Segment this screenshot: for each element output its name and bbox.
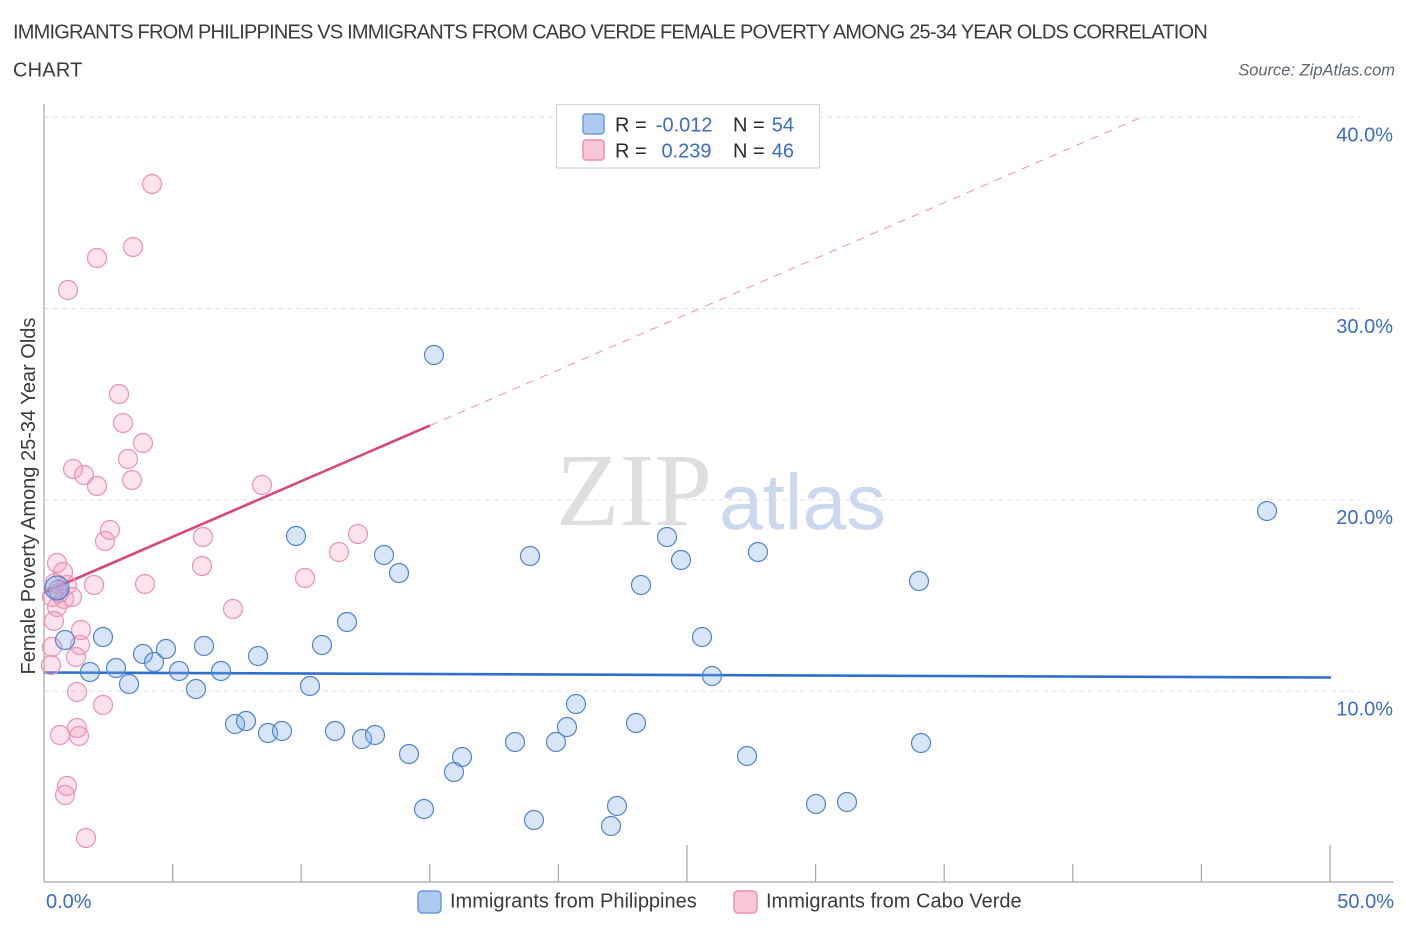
svg-text:Immigrants from Philippines: Immigrants from Philippines xyxy=(450,891,697,913)
svg-text:Immigrants from Cabo Verde: Immigrants from Cabo Verde xyxy=(766,891,1022,913)
svg-text:40.0%: 40.0% xyxy=(1336,125,1393,147)
svg-text:N =: N = xyxy=(733,141,765,163)
svg-text:ZIP: ZIP xyxy=(556,433,712,548)
svg-text:46: 46 xyxy=(772,141,794,163)
svg-text:CHART: CHART xyxy=(13,60,83,82)
svg-text:50.0%: 50.0% xyxy=(1337,891,1394,913)
svg-text:R =: R = xyxy=(615,115,647,137)
svg-text:0.239: 0.239 xyxy=(661,141,711,163)
svg-text:-0.012: -0.012 xyxy=(656,115,713,137)
svg-text:10.0%: 10.0% xyxy=(1336,698,1393,720)
svg-text:20.0%: 20.0% xyxy=(1336,507,1393,529)
svg-text:0.0%: 0.0% xyxy=(46,891,92,913)
svg-text:N =: N = xyxy=(733,115,765,137)
svg-text:54: 54 xyxy=(772,115,794,137)
svg-text:R =: R = xyxy=(615,141,647,163)
svg-text:Source: ZipAtlas.com: Source: ZipAtlas.com xyxy=(1238,62,1395,80)
svg-text:Female Poverty Among 25-34 Yea: Female Poverty Among 25-34 Year Olds xyxy=(18,318,40,675)
svg-text:IMMIGRANTS FROM PHILIPPINES VS: IMMIGRANTS FROM PHILIPPINES VS IMMIGRANT… xyxy=(13,22,1207,44)
svg-text:30.0%: 30.0% xyxy=(1336,316,1393,338)
svg-text:atlas: atlas xyxy=(719,457,886,546)
